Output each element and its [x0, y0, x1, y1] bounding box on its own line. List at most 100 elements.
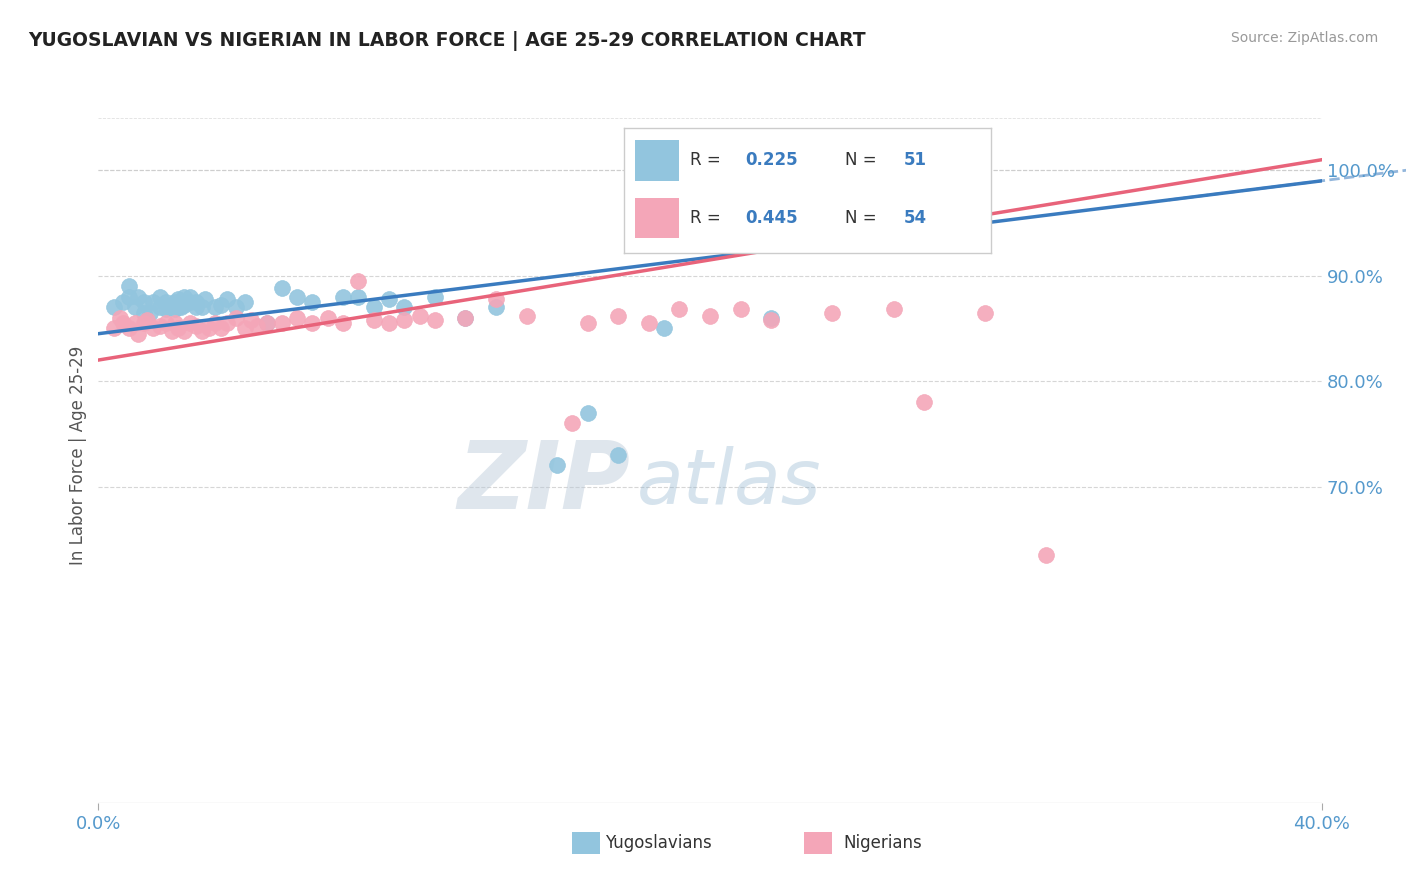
Point [149, 319, 172, 334]
Y-axis label: In Labor Force | Age 25-29: In Labor Force | Age 25-29 [69, 345, 87, 565]
Point [173, 298, 195, 312]
Point [423, 313, 446, 327]
Point [316, 310, 339, 325]
Point [392, 313, 416, 327]
Point [157, 301, 180, 315]
Point [1035, 548, 1057, 562]
Point [186, 319, 208, 334]
Point [301, 316, 323, 330]
Point [607, 309, 630, 323]
Point [136, 313, 159, 327]
Point [111, 295, 134, 310]
Point [163, 295, 186, 310]
Point [270, 316, 292, 330]
Point [301, 295, 323, 310]
Point [163, 302, 186, 317]
Point [215, 316, 238, 330]
Point [637, 316, 661, 330]
Point [485, 301, 508, 315]
Point [454, 310, 477, 325]
Point [155, 316, 177, 330]
Point [759, 313, 782, 327]
Point [142, 295, 165, 310]
Point [197, 321, 219, 335]
Point [607, 448, 630, 462]
Point [576, 316, 599, 330]
Point [149, 290, 172, 304]
Point [179, 316, 201, 330]
Point [485, 292, 508, 306]
Point [332, 290, 354, 304]
Point [191, 301, 214, 315]
Point [363, 301, 385, 315]
Point [163, 316, 186, 330]
Point [173, 324, 195, 338]
Point [516, 309, 538, 323]
Point [167, 301, 190, 315]
Point [392, 301, 416, 315]
Point [821, 305, 844, 319]
Text: atlas: atlas [637, 446, 821, 520]
Point [191, 324, 214, 338]
Point [124, 316, 146, 330]
Point [209, 321, 232, 335]
Point [111, 316, 134, 330]
Point [285, 310, 308, 325]
Point [179, 295, 201, 310]
Point [127, 290, 149, 304]
Point [699, 309, 721, 323]
Point [160, 298, 183, 312]
Point [423, 290, 446, 304]
Point [561, 417, 583, 431]
Point [974, 305, 997, 319]
Point [209, 298, 232, 312]
Point [160, 324, 183, 338]
Point [233, 321, 256, 335]
Point [270, 281, 292, 295]
Point [139, 305, 162, 319]
Point [225, 301, 247, 315]
Point [155, 302, 177, 317]
Point [118, 321, 141, 335]
Point [246, 319, 269, 334]
Text: YUGOSLAVIAN VS NIGERIAN IN LABOR FORCE | AGE 25-29 CORRELATION CHART: YUGOSLAVIAN VS NIGERIAN IN LABOR FORCE |… [28, 31, 866, 51]
Point [108, 310, 131, 325]
FancyBboxPatch shape [804, 832, 832, 854]
Text: ZIP: ZIP [457, 437, 630, 529]
Point [240, 313, 263, 327]
Point [186, 301, 208, 315]
Point [204, 316, 226, 330]
Point [256, 316, 278, 330]
Point [347, 274, 370, 288]
Point [363, 313, 385, 327]
Point [285, 290, 308, 304]
Point [118, 279, 141, 293]
Point [167, 321, 190, 335]
Point [170, 301, 193, 315]
Point [256, 316, 278, 330]
Point [149, 301, 172, 315]
Point [194, 292, 217, 306]
Point [155, 295, 177, 310]
Point [103, 321, 125, 335]
Point [454, 310, 477, 325]
FancyBboxPatch shape [572, 832, 600, 854]
Point [546, 458, 568, 473]
Point [134, 305, 156, 319]
Point [179, 290, 201, 304]
Point [668, 302, 690, 317]
Point [225, 310, 247, 325]
Point [759, 310, 782, 325]
Point [912, 395, 935, 409]
Point [204, 301, 226, 315]
Point [173, 290, 195, 304]
Point [142, 321, 165, 335]
Point [186, 295, 208, 310]
Point [233, 295, 256, 310]
Point [118, 290, 141, 304]
Point [127, 326, 149, 341]
Point [576, 406, 599, 420]
Point [347, 290, 370, 304]
Point [730, 302, 752, 317]
Point [103, 301, 125, 315]
